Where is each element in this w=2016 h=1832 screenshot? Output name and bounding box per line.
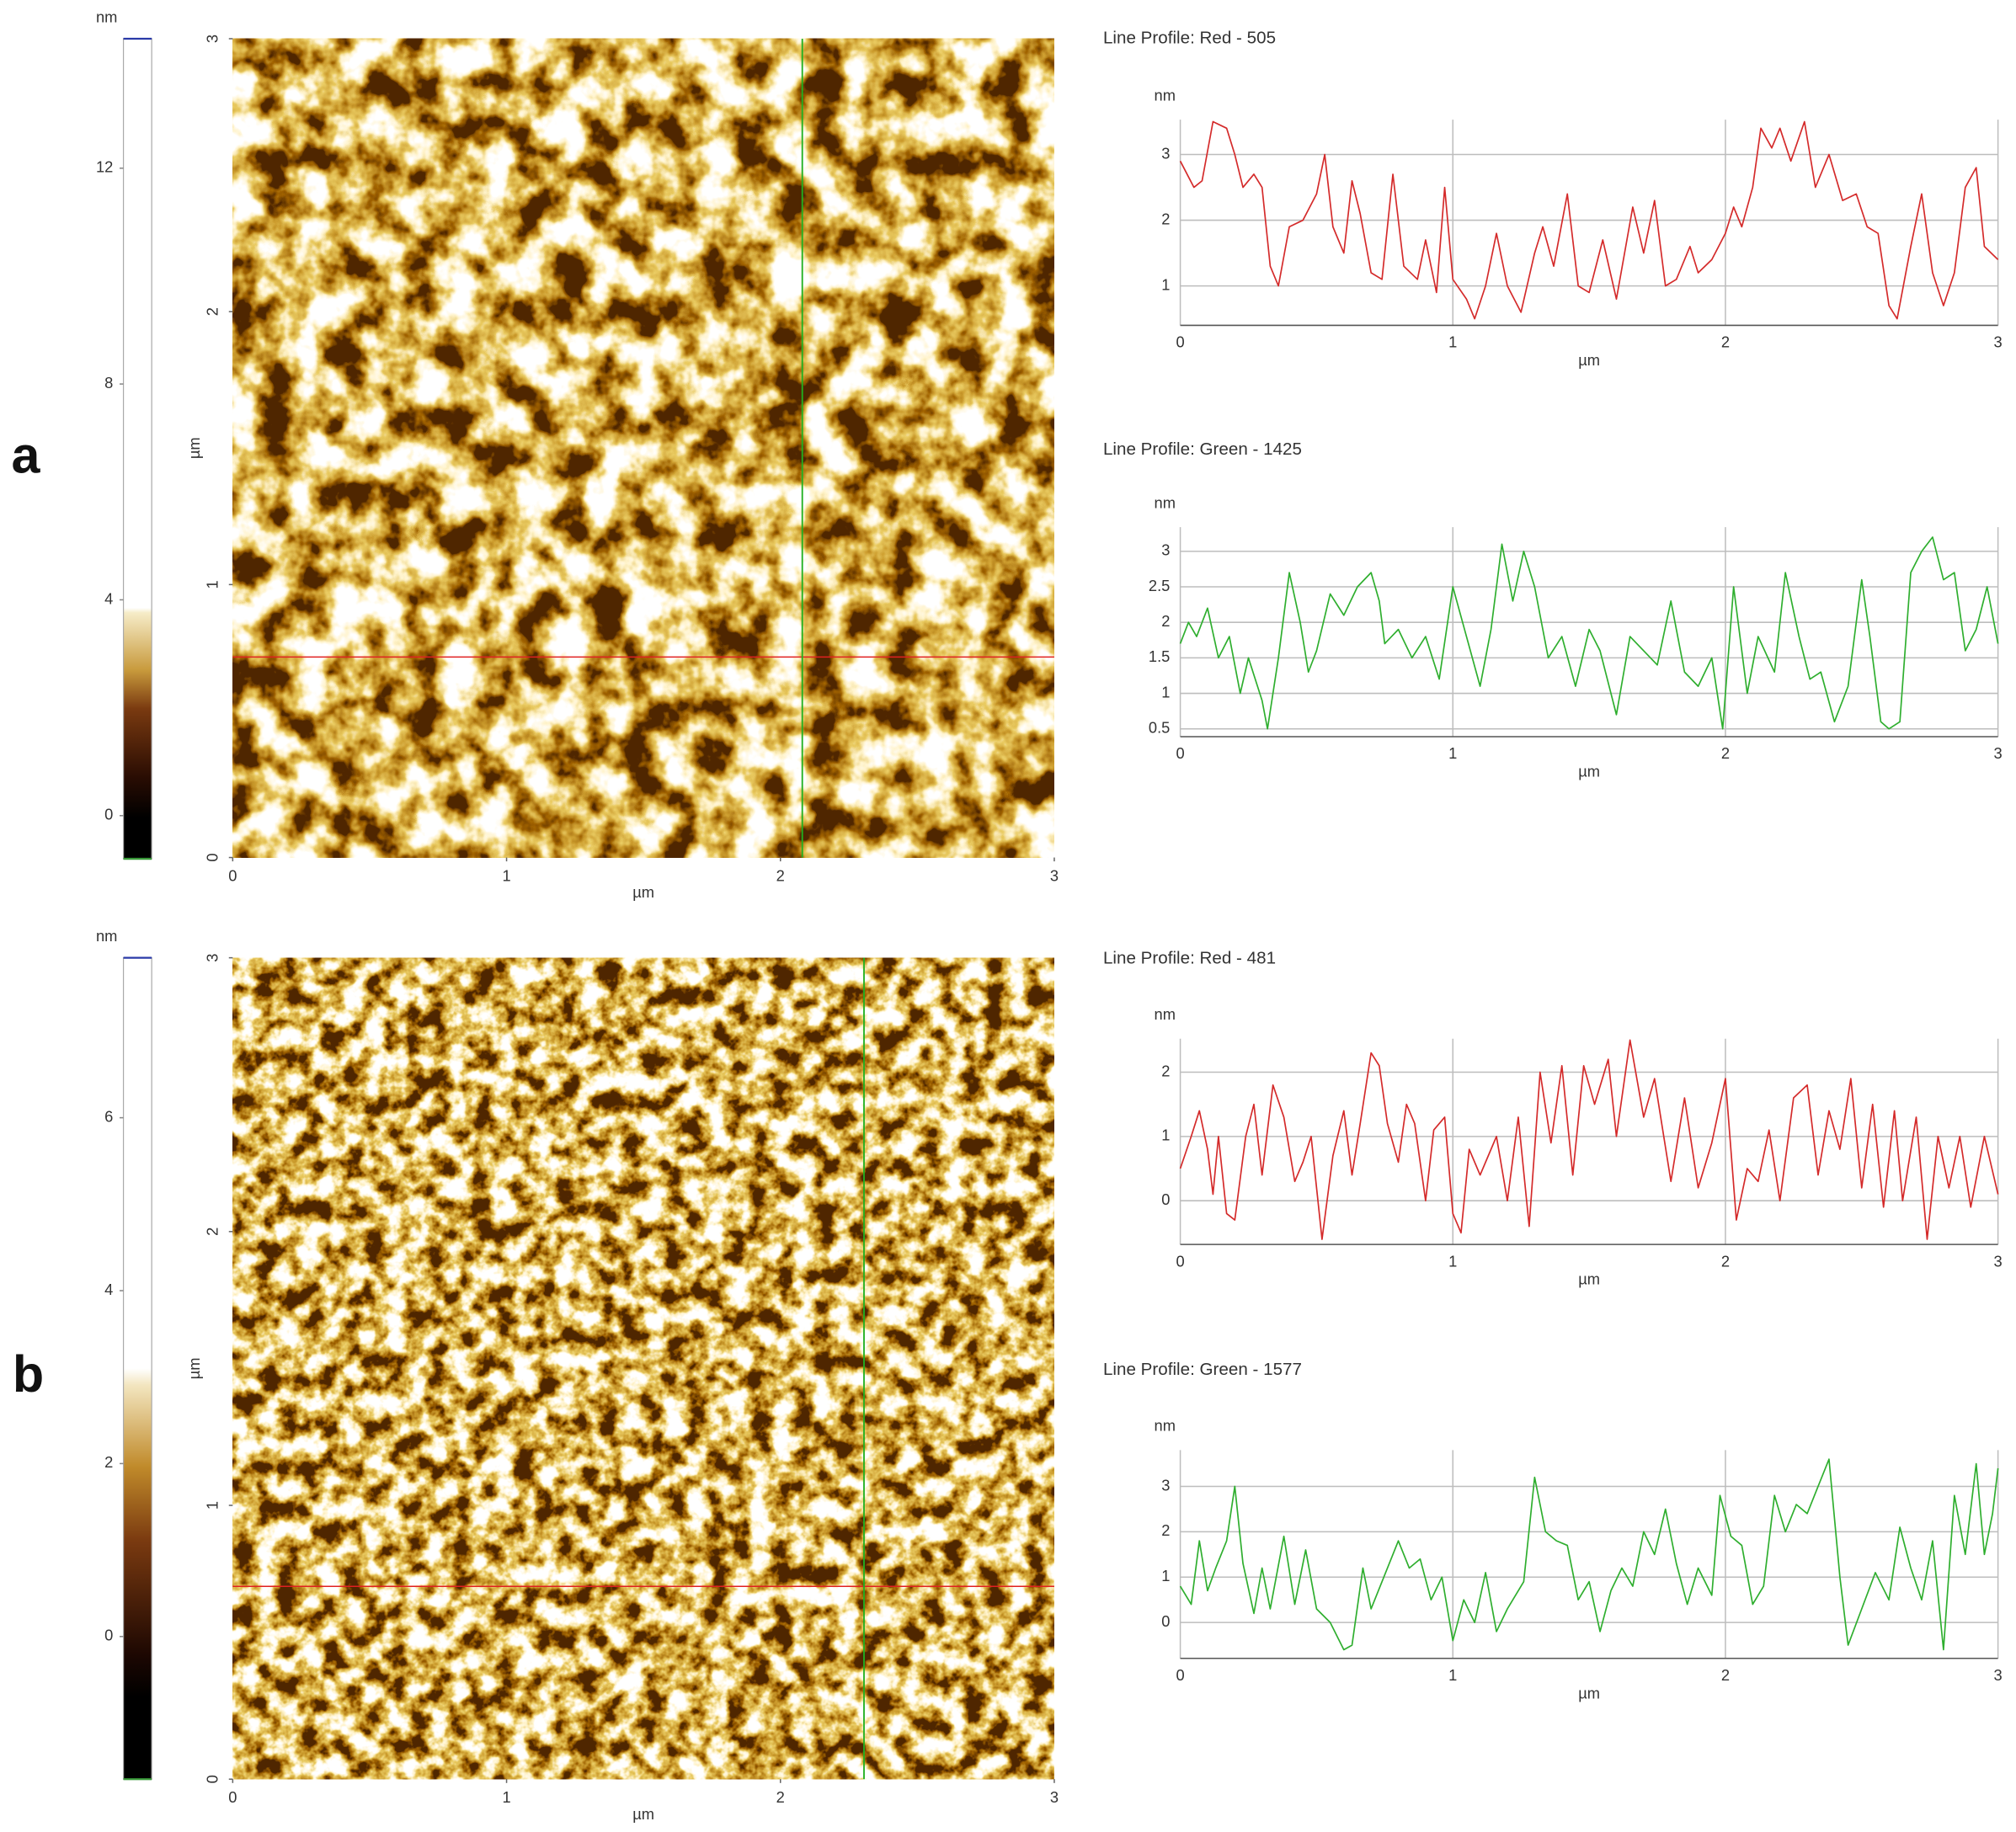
x-tick-label: 1 [1448, 1252, 1457, 1270]
profile-title: Line Profile: Red - 505 [1103, 28, 1276, 47]
x-tick-label: 0 [1176, 333, 1184, 351]
y-tick-label: 3 [1161, 541, 1170, 559]
colorbar-unit: nm [96, 927, 117, 945]
x-tick-label: 3 [1994, 333, 2003, 351]
x-tick-label: 2 [776, 866, 785, 884]
colorbar-tick-label: 8 [104, 374, 113, 391]
y-axis-label: µm [185, 1358, 203, 1380]
profile-title: Line Profile: Red - 481 [1103, 949, 1276, 968]
y-tick-label: 0 [1161, 1190, 1170, 1208]
x-tick-label: 0 [1176, 1252, 1184, 1270]
y-tick-label: 2 [203, 307, 221, 316]
x-tick-label: 0 [1176, 1666, 1184, 1684]
afm-image [232, 957, 1054, 1780]
y-tick-label: 1 [1161, 1126, 1170, 1144]
y-tick-label: 1 [1161, 683, 1170, 700]
x-tick-label: 2 [1721, 1252, 1730, 1270]
colorbar-tick-label: 4 [104, 589, 113, 607]
y-tick-label: 3 [1161, 1476, 1170, 1494]
y-tick-label: 1 [203, 1501, 221, 1510]
y-tick-label: 1 [203, 580, 221, 588]
x-axis-label: µm [1578, 1270, 1600, 1288]
y-tick-label: 2 [1161, 612, 1170, 630]
profile-line [1179, 1458, 1999, 1651]
x-tick-label: 3 [1050, 866, 1059, 884]
afm-image [232, 38, 1054, 858]
colorbar-tick-label: 0 [104, 1627, 113, 1644]
y-axis-label: nm [1155, 87, 1176, 104]
x-axis-label: µm [1578, 351, 1600, 369]
y-axis-label: nm [1155, 494, 1176, 512]
y-tick-label: 1 [1161, 1567, 1170, 1584]
y-tick-label: 2.5 [1149, 577, 1170, 594]
y-tick-label: 0.5 [1149, 719, 1170, 737]
x-tick-label: 1 [1448, 744, 1457, 762]
y-tick-label: 3 [1161, 144, 1170, 162]
y-tick-label: 2 [1161, 1062, 1170, 1079]
x-axis-label: µm [1578, 763, 1600, 780]
y-axis-label: nm [1155, 1417, 1176, 1435]
y-tick-label: 3 [203, 35, 221, 43]
y-tick-label: 2 [203, 1228, 221, 1236]
y-tick-label: 3 [203, 954, 221, 962]
x-axis-label: µm [632, 883, 654, 901]
x-tick-label: 0 [1176, 744, 1184, 762]
panel-label: b [13, 1345, 44, 1403]
y-tick-label: 1 [1161, 275, 1170, 293]
colorbar [122, 957, 152, 1780]
x-tick-label: 2 [1721, 744, 1730, 762]
y-tick-label: 2 [1161, 210, 1170, 227]
x-tick-label: 0 [228, 1788, 237, 1806]
colorbar [122, 38, 152, 860]
colorbar-tick-label: 0 [104, 806, 113, 823]
x-tick-label: 3 [1994, 1252, 2003, 1270]
x-axis-label: µm [1578, 1684, 1600, 1702]
colorbar-tick-label: 12 [96, 158, 113, 176]
y-tick-label: 0 [203, 853, 221, 861]
y-tick-label: 2 [1161, 1521, 1170, 1539]
x-tick-label: 0 [228, 866, 237, 884]
x-tick-label: 1 [1448, 333, 1457, 351]
x-tick-label: 3 [1994, 1666, 2003, 1684]
colorbar-tick-label: 6 [104, 1107, 113, 1125]
profile-title: Line Profile: Green - 1425 [1103, 439, 1302, 459]
x-axis-label: µm [632, 1805, 654, 1823]
y-axis-label: nm [1155, 1005, 1176, 1023]
colorbar-tick-label: 2 [104, 1453, 113, 1471]
colorbar-unit: nm [96, 8, 117, 25]
panel-label: a [12, 426, 41, 483]
y-axis-label: µm [185, 437, 203, 459]
x-tick-label: 2 [1721, 333, 1730, 351]
profile-line [1179, 1039, 1999, 1240]
colorbar-tick-label: 4 [104, 1281, 113, 1298]
x-tick-label: 2 [776, 1788, 785, 1806]
x-tick-label: 1 [1448, 1666, 1457, 1684]
x-tick-label: 1 [502, 866, 510, 884]
y-tick-label: 0 [203, 1775, 221, 1783]
x-tick-label: 3 [1050, 1788, 1059, 1806]
profile-line [1179, 536, 1999, 730]
x-tick-label: 2 [1721, 1666, 1730, 1684]
profile-title: Line Profile: Green - 1577 [1103, 1360, 1302, 1379]
y-tick-label: 1.5 [1149, 647, 1170, 665]
y-tick-label: 0 [1161, 1612, 1170, 1630]
x-tick-label: 1 [502, 1788, 510, 1806]
profile-line [1179, 120, 1999, 320]
x-tick-label: 3 [1994, 744, 2003, 762]
